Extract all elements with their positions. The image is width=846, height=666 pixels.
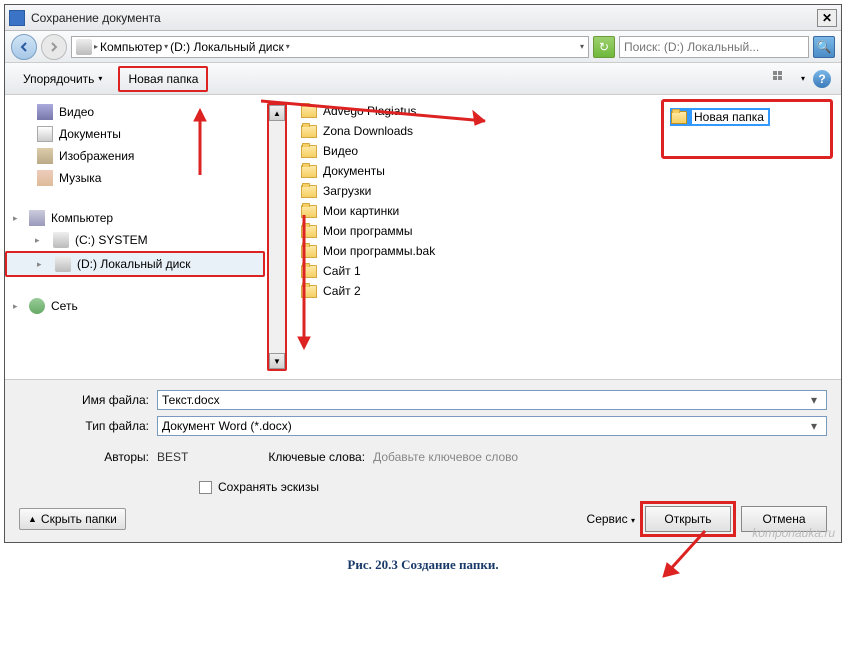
sidebar-item-computer[interactable]: ▸Компьютер bbox=[5, 207, 265, 229]
view-dropdown[interactable]: ▾ bbox=[801, 74, 805, 83]
open-button[interactable]: Открыть bbox=[645, 506, 731, 532]
newfolder-item[interactable] bbox=[670, 108, 770, 126]
newfolder-button[interactable]: Новая папка bbox=[118, 66, 208, 92]
view-options-icon[interactable] bbox=[773, 71, 793, 87]
computer-icon bbox=[29, 210, 45, 226]
keywords-placeholder[interactable]: Добавьте ключевое слово bbox=[373, 450, 518, 464]
breadcrumb-drive[interactable]: (D:) Локальный диск bbox=[170, 40, 284, 54]
music-icon bbox=[37, 170, 53, 186]
file-row[interactable]: Мои программы.bak bbox=[299, 241, 831, 261]
sidebar-item-video[interactable]: Видео bbox=[5, 101, 265, 123]
folder-icon bbox=[301, 285, 317, 298]
folder-icon bbox=[301, 245, 317, 258]
sidebar-item-network[interactable]: ▸Сеть bbox=[5, 295, 265, 317]
folder-icon bbox=[301, 105, 317, 118]
folder-icon bbox=[301, 265, 317, 278]
filename-label: Имя файла: bbox=[19, 393, 149, 407]
newfolder-highlight-box bbox=[661, 99, 833, 159]
sidebar-item-images[interactable]: Изображения bbox=[5, 145, 265, 167]
authors-label: Авторы: bbox=[19, 450, 149, 464]
service-button[interactable]: Сервис ▾ bbox=[587, 512, 635, 526]
sidebar-item-drive-c[interactable]: ▸(C:) SYSTEM bbox=[5, 229, 265, 251]
scroll-down-button[interactable]: ▼ bbox=[269, 353, 285, 369]
nav-forward-button[interactable] bbox=[41, 34, 67, 60]
save-thumbnails-checkbox[interactable] bbox=[199, 481, 212, 494]
tree-toggle-icon[interactable]: ▸ bbox=[37, 259, 42, 270]
folder-icon bbox=[301, 185, 317, 198]
file-row[interactable]: Сайт 2 bbox=[299, 281, 831, 301]
navbar: ▸ Компьютер ▾ (D:) Локальный диск ▾ ▾ ↻ … bbox=[5, 31, 841, 63]
save-dialog-window: Сохранение документа ✕ ▸ Компьютер ▾ (D:… bbox=[4, 4, 842, 543]
refresh-button[interactable]: ↻ bbox=[593, 36, 615, 58]
chevron-down-icon[interactable]: ▾ bbox=[580, 42, 584, 51]
sidebar-item-drive-d[interactable]: ▸(D:) Локальный диск bbox=[5, 251, 265, 277]
titlebar: Сохранение документа ✕ bbox=[5, 5, 841, 31]
drive-icon bbox=[76, 39, 92, 55]
sidebar-item-documents[interactable]: Документы bbox=[5, 123, 265, 145]
file-row[interactable]: Мои программы bbox=[299, 221, 831, 241]
filetype-field[interactable]: ▾ bbox=[157, 416, 827, 436]
organize-button[interactable]: Упорядочить ▾ bbox=[15, 68, 110, 90]
save-thumbnails-label: Сохранять эскизы bbox=[218, 480, 319, 494]
dropdown-arrow-icon[interactable]: ▾ bbox=[806, 393, 822, 407]
folder-icon bbox=[671, 111, 687, 124]
folder-icon bbox=[301, 225, 317, 238]
watermark: komponauka.ru bbox=[752, 526, 835, 540]
file-row[interactable]: Мои картинки bbox=[299, 201, 831, 221]
folder-icon bbox=[301, 145, 317, 158]
scroll-up-button[interactable]: ▲ bbox=[269, 105, 285, 121]
tree-toggle-icon[interactable]: ▸ bbox=[13, 301, 18, 312]
app-icon bbox=[9, 10, 25, 26]
tree-toggle-icon[interactable]: ▸ bbox=[13, 213, 18, 224]
authors-value[interactable]: BEST bbox=[157, 450, 188, 464]
file-row[interactable]: Загрузки bbox=[299, 181, 831, 201]
help-icon[interactable]: ? bbox=[813, 70, 831, 88]
close-button[interactable]: ✕ bbox=[817, 9, 837, 27]
filename-input[interactable] bbox=[162, 393, 806, 407]
bottom-panel: Имя файла: ▾ Тип файла: ▾ Авторы: BEST К… bbox=[5, 379, 841, 542]
sidebar: Видео Документы Изображения Музыка ▸Комп… bbox=[5, 95, 265, 379]
dropdown-arrow-icon[interactable]: ▾ bbox=[806, 419, 822, 433]
tree-toggle-icon[interactable]: ▸ bbox=[35, 235, 40, 246]
chevron-down-icon[interactable]: ▾ bbox=[286, 42, 290, 51]
filetype-label: Тип файла: bbox=[19, 419, 149, 433]
folder-icon bbox=[301, 205, 317, 218]
video-icon bbox=[37, 104, 53, 120]
scroll-track[interactable] bbox=[269, 121, 285, 353]
drive-icon bbox=[55, 256, 71, 272]
nav-back-button[interactable] bbox=[11, 34, 37, 60]
chevron-down-icon[interactable]: ▾ bbox=[164, 42, 168, 51]
window-title: Сохранение документа bbox=[31, 11, 817, 25]
newfolder-name-input[interactable] bbox=[691, 109, 769, 125]
search-input[interactable] bbox=[624, 40, 804, 54]
breadcrumb[interactable]: ▸ Компьютер ▾ (D:) Локальный диск ▾ ▾ bbox=[71, 36, 589, 58]
main-area: Видео Документы Изображения Музыка ▸Комп… bbox=[5, 95, 841, 379]
search-go-button[interactable]: 🔍 bbox=[813, 36, 835, 58]
file-row[interactable]: Документы bbox=[299, 161, 831, 181]
images-icon bbox=[37, 148, 53, 164]
folder-icon bbox=[301, 125, 317, 138]
figure-caption: Рис. 20.3 Создание папки. bbox=[0, 547, 846, 583]
search-box[interactable] bbox=[619, 36, 809, 58]
file-row[interactable]: Сайт 1 bbox=[299, 261, 831, 281]
filename-field[interactable]: ▾ bbox=[157, 390, 827, 410]
scrollbar[interactable]: ▲ ▼ bbox=[267, 103, 287, 371]
chevron-right-icon: ▸ bbox=[94, 42, 98, 51]
hide-folders-button[interactable]: ▲Скрыть папки bbox=[19, 508, 126, 530]
file-list: Advego Plagiatus Zona Downloads Видео До… bbox=[289, 95, 841, 379]
folder-icon bbox=[301, 165, 317, 178]
documents-icon bbox=[37, 126, 53, 142]
drive-icon bbox=[53, 232, 69, 248]
sidebar-item-music[interactable]: Музыка bbox=[5, 167, 265, 189]
toolbar: Упорядочить ▾ Новая папка ▾ ? bbox=[5, 63, 841, 95]
breadcrumb-computer[interactable]: Компьютер bbox=[100, 40, 162, 54]
filetype-input[interactable] bbox=[162, 419, 806, 433]
network-icon bbox=[29, 298, 45, 314]
keywords-label: Ключевые слова: bbox=[268, 450, 365, 464]
